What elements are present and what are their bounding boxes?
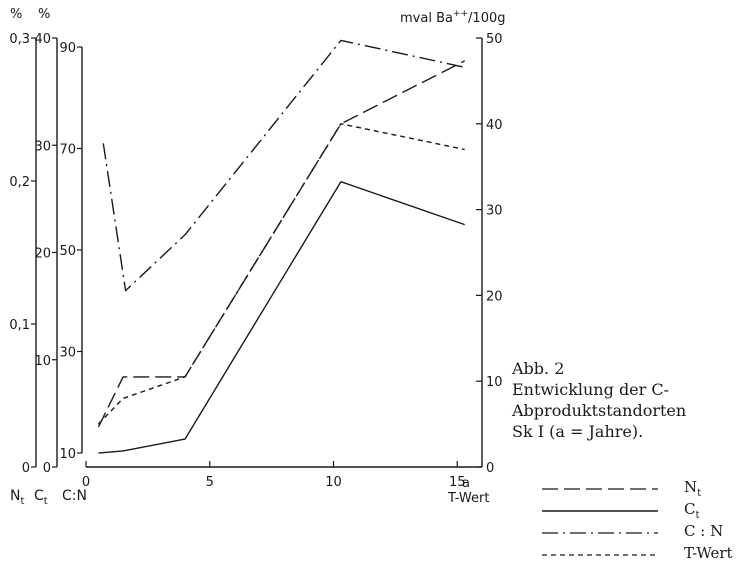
x-axis-tick-label-3: 15 xyxy=(449,475,466,490)
series-line-3 xyxy=(97,123,465,425)
legend-label-ct: Ct xyxy=(684,500,700,521)
series-line-0 xyxy=(97,60,466,428)
series-line-2 xyxy=(102,39,465,292)
figure-caption: Abb. 2 Entwicklung der C- Abproduktstand… xyxy=(512,358,686,442)
legend: Nt Ct C : N T-Wert xyxy=(540,478,756,566)
series-line-1 xyxy=(98,180,465,454)
labels-layer: 00,10,20,3Nt%010203040Ct%1030507090C:N01… xyxy=(9,7,505,507)
x-axis-tick-label-1: 5 xyxy=(206,475,214,490)
x-axis-unit-label: a xyxy=(462,476,470,491)
caption-line-1: Abb. 2 xyxy=(512,359,565,378)
left-axis-tick-label-2-1: 30 xyxy=(59,346,76,361)
left-axis-tick-label-0-3: 0,3 xyxy=(9,32,30,47)
legend-swatch-dash-dot xyxy=(542,532,658,534)
caption-line-2: Entwicklung der C- xyxy=(512,380,670,399)
legend-label-nt: Nt xyxy=(684,478,702,499)
left-axis-tick-label-0-0: 0 xyxy=(22,461,30,476)
left-axis-tick-label-2-4: 90 xyxy=(59,41,76,56)
series-layer xyxy=(97,39,466,454)
left-axis-title-0: Nt xyxy=(10,488,24,507)
right-axis-tick-label-3: 30 xyxy=(486,204,503,219)
left-axis-unit-1: % xyxy=(38,7,50,22)
legend-item-nt: Nt xyxy=(540,478,756,500)
x-axis-tick-label-2: 10 xyxy=(325,475,342,490)
left-axis-tick-label-2-2: 50 xyxy=(59,244,76,259)
legend-swatch-short-dash xyxy=(542,554,658,556)
legend-item-twert: T-Wert xyxy=(540,544,756,566)
left-axis-tick-label-1-2: 20 xyxy=(34,247,51,262)
left-axis-unit-0: % xyxy=(10,7,22,22)
legend-swatch-solid xyxy=(542,510,658,512)
right-axis-title: mval Ba++/100g xyxy=(400,9,506,26)
left-axis-tick-label-1-1: 10 xyxy=(34,354,51,369)
left-axis-tick-label-1-3: 30 xyxy=(34,139,51,154)
x-axis-title: T-Wert xyxy=(447,491,489,506)
right-axis-tick-label-0: 0 xyxy=(486,461,494,476)
right-axis-tick-label-1: 10 xyxy=(486,375,503,390)
caption-line-4: Sk I (a = Jahre). xyxy=(512,422,644,441)
left-axis-tick-label-1-0: 0 xyxy=(43,461,51,476)
legend-label-cn: C : N xyxy=(684,522,724,540)
left-axis-tick-label-1-4: 40 xyxy=(34,32,51,47)
left-axis-tick-label-2-0: 10 xyxy=(59,447,76,462)
axes-layer xyxy=(31,37,483,468)
legend-item-cn: C : N xyxy=(540,522,756,544)
legend-swatch-long-dash xyxy=(542,488,658,490)
left-axis-tick-label-0-2: 0,2 xyxy=(9,175,30,190)
left-axis-tick-label-0-1: 0,1 xyxy=(9,318,30,333)
right-axis-tick-label-4: 40 xyxy=(486,118,503,133)
caption-line-3: Abproduktstandorten xyxy=(512,401,687,420)
left-axis-title-1: Ct xyxy=(34,488,48,507)
left-axis-title-2: C:N xyxy=(62,488,87,504)
left-axis-tick-label-2-3: 70 xyxy=(59,143,76,158)
right-axis-tick-label-2: 20 xyxy=(486,289,503,304)
right-axis-tick-label-5: 50 xyxy=(486,32,503,47)
legend-label-twert: T-Wert xyxy=(684,544,733,562)
x-axis-tick-label-0: 0 xyxy=(82,475,90,490)
legend-item-ct: Ct xyxy=(540,500,756,522)
